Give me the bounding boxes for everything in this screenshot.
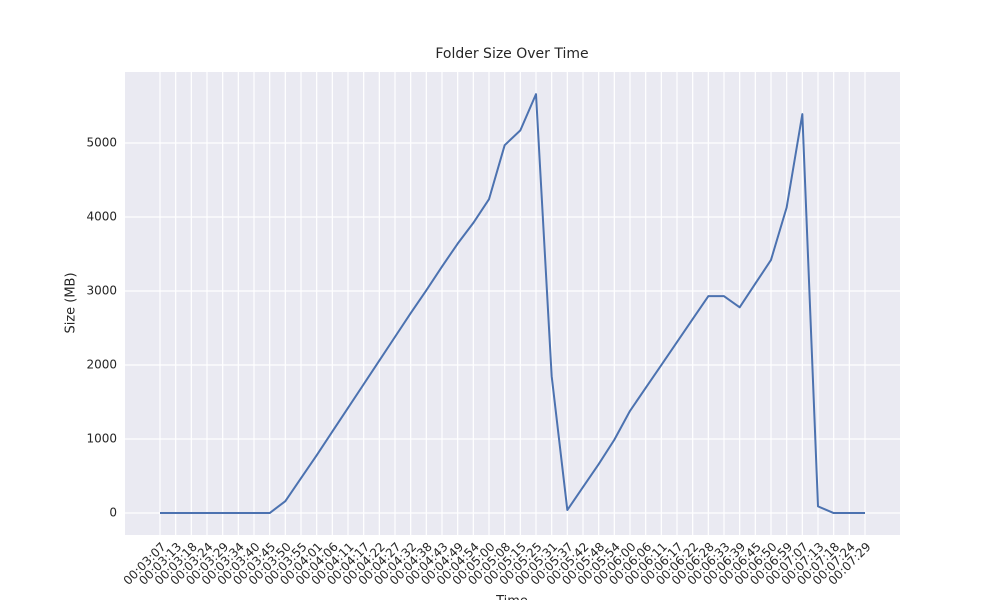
y-tick-label: 2000	[86, 358, 117, 372]
y-tick-label: 1000	[86, 432, 117, 446]
data-line	[160, 93, 865, 515]
y-tick-label: 3000	[86, 283, 117, 297]
y-tick-label: 4000	[86, 209, 117, 223]
y-axis-label: Size (MB)	[64, 272, 79, 333]
x-axis-label: Time	[495, 594, 528, 600]
y-tick-label: 0	[109, 506, 117, 520]
plot-area	[125, 72, 900, 535]
y-tick-label: 5000	[86, 135, 117, 149]
chart-title: Folder Size Over Time	[435, 46, 588, 62]
